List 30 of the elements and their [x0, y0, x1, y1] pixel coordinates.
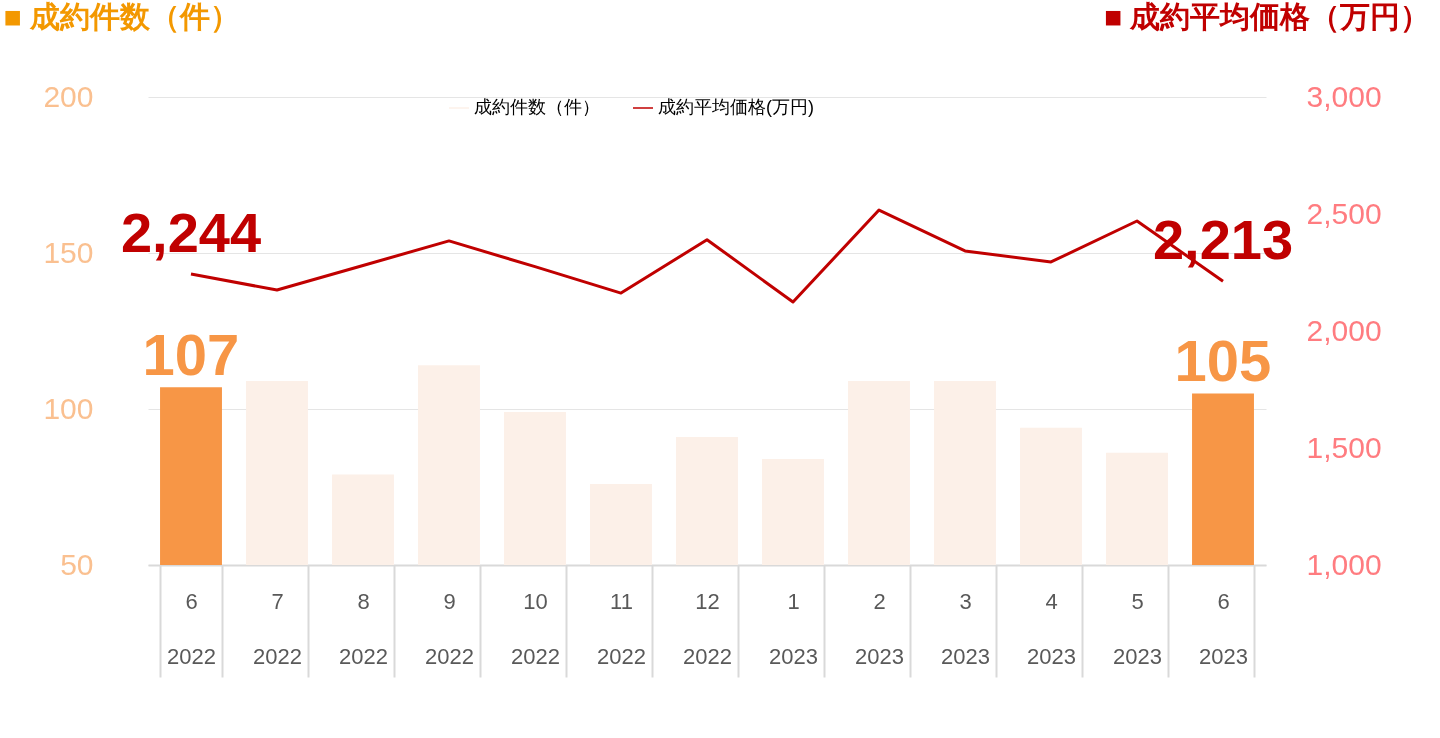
y2-tick-label: 2,000	[1306, 313, 1382, 347]
y2-tick-label: 3,000	[1306, 79, 1382, 113]
data-label: 2,244	[120, 200, 262, 264]
data-label: 105	[1174, 328, 1272, 394]
category-label: 7 2022	[253, 588, 302, 669]
y-tick-label: 150	[43, 235, 94, 269]
category-label: 9 2022	[425, 588, 474, 669]
category-label: 10 2022	[511, 588, 560, 669]
category-label: 6 2022	[167, 588, 216, 669]
legend-label: 成約件数（件）	[474, 97, 600, 117]
category-label: 5 2023	[1113, 588, 1162, 669]
y-tick-label: 200	[43, 79, 94, 113]
y-tick-label: 100	[43, 391, 94, 425]
category-label: 11 2022	[597, 588, 646, 669]
y-tick-label: 50	[60, 547, 94, 581]
data-label: 2,213	[1152, 208, 1294, 272]
category-label: 2 2023	[855, 588, 904, 669]
category-label: 8 2022	[339, 588, 388, 669]
y2-tick-label: 1,500	[1306, 430, 1382, 464]
y2-axis-title: ■ 成約平均価格（万円）	[1104, 0, 1431, 33]
category-label: 12 2022	[683, 588, 732, 669]
data-label: 107	[142, 322, 240, 388]
category-label: 1 2023	[769, 588, 818, 669]
category-label: 6 2023	[1199, 588, 1248, 669]
category-label: 4 2023	[1027, 588, 1076, 669]
y2-tick-label: 1,000	[1306, 547, 1382, 581]
legend-label: 成約平均価格(万円)	[658, 97, 814, 117]
category-label: 3 2023	[941, 588, 990, 669]
y-axis-title: ■ 成約件数（件）	[3, 0, 240, 33]
y2-tick-label: 2,500	[1306, 196, 1382, 230]
